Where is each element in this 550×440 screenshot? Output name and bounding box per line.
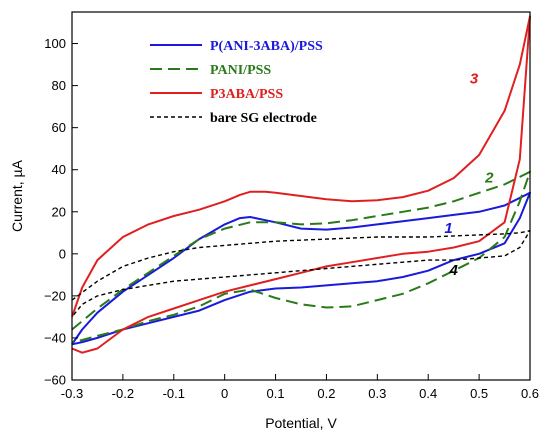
axis-ticks — [71, 43, 531, 381]
legend-entry-1: P(ANI-3ABA)/PSS — [210, 39, 323, 54]
x-tick-label: 0.1 — [267, 386, 285, 401]
x-tick-label: 0.5 — [470, 386, 488, 401]
series-line-2 — [71, 170, 531, 344]
legend: P(ANI-3ABA)/PSS PANI/PSS P3ABA/PSS bare SG … — [150, 39, 323, 126]
series-line-1 — [71, 191, 531, 346]
legend-entry-4: bare SG electrode — [210, 111, 317, 126]
x-axis-label: Potential, V — [265, 415, 337, 431]
y-tick-label: −20 — [44, 288, 66, 303]
x-tick-label: -0.2 — [112, 386, 134, 401]
curves — [71, 15, 531, 354]
x-tick-label: 0.4 — [419, 386, 437, 401]
x-tick-label: -0.3 — [61, 386, 83, 401]
y-tick-label: 60 — [52, 120, 66, 135]
legend-entry-2: PANI/PSS — [210, 63, 271, 78]
x-tick-label: 0.6 — [521, 386, 539, 401]
curve-label-3: 3 — [470, 70, 479, 87]
curve-label-2: 2 — [484, 169, 494, 186]
curve-label-1: 1 — [444, 220, 452, 237]
x-tick-label: 0.2 — [317, 386, 335, 401]
y-tick-label: 80 — [52, 78, 66, 93]
x-tick-label: -0.1 — [163, 386, 185, 401]
curve-number-labels: 1 2 3 4 — [444, 70, 494, 278]
y-tick-label: 40 — [52, 162, 66, 177]
plot-frame — [71, 11, 531, 381]
y-tick-label: −40 — [44, 330, 66, 345]
y-tick-label: 20 — [52, 204, 66, 219]
series-line-3 — [71, 15, 531, 354]
y-tick-label: 0 — [59, 246, 66, 261]
y-tick-label: −60 — [44, 373, 66, 388]
y-axis-label: Current, µA — [9, 159, 25, 232]
legend-entry-3: P3ABA/PSS — [210, 87, 283, 102]
x-tick-label: 0 — [221, 386, 228, 401]
x-tick-label: 0.3 — [368, 386, 386, 401]
tick-labels: -0.3 -0.2 -0.1 0 0.1 0.2 0.3 0.4 0.5 0.6 −60 −40 −20… — [44, 36, 539, 401]
y-tick-label: 100 — [44, 36, 66, 51]
curve-label-4: 4 — [448, 262, 458, 279]
